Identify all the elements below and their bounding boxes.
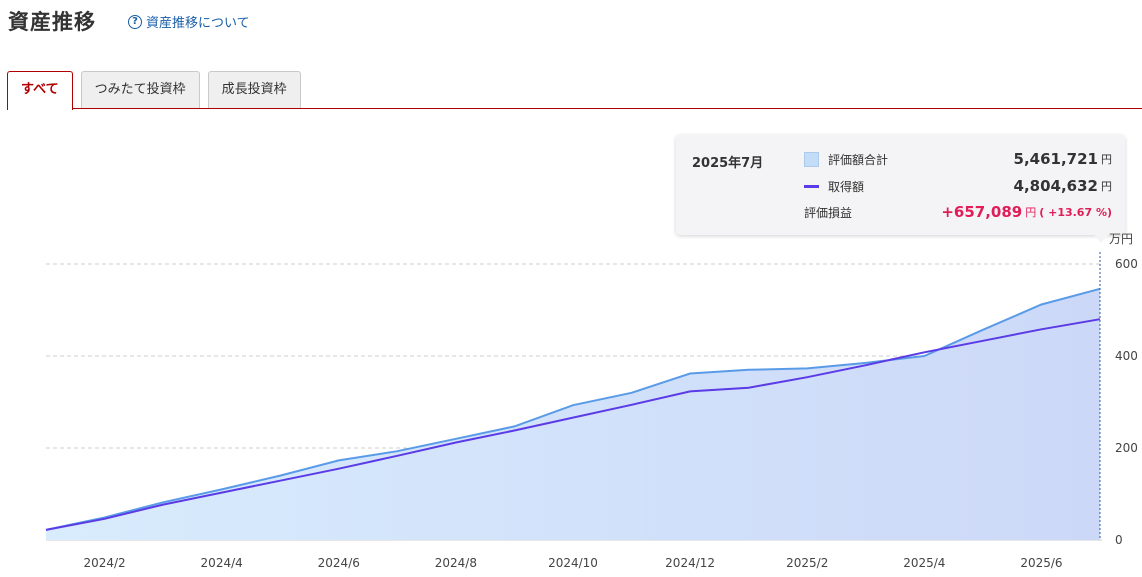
question-circle-icon: ? bbox=[128, 14, 142, 29]
page-title: 資産推移 bbox=[8, 10, 96, 34]
x-tick-label: 2024/10 bbox=[548, 556, 598, 570]
tooltip-month: 2025年7月 bbox=[692, 156, 764, 171]
y-tick-label: 200 bbox=[1115, 441, 1138, 455]
tooltip-row-gain: 評価損益 +657,089 円 ( +13.67 %) bbox=[804, 202, 1112, 222]
x-tick-label: 2024/4 bbox=[201, 556, 243, 570]
tooltip-label: 評価額合計 bbox=[828, 152, 889, 167]
x-tick-label: 2024/12 bbox=[665, 556, 715, 570]
x-axis: 2024/2 2024/4 2024/6 2024/8 2024/10 2024/12 20… bbox=[83, 556, 1062, 570]
y-tick-label: 400 bbox=[1115, 349, 1138, 363]
acquisition-legend-swatch bbox=[804, 184, 819, 188]
help-link-label: 資産推移について bbox=[146, 16, 250, 31]
tooltip-unit: 円 bbox=[1025, 206, 1037, 219]
x-tick-label: 2025/2 bbox=[786, 556, 828, 570]
tab-all[interactable]: すべて bbox=[7, 71, 73, 110]
y-axis: 0 200 400 600 bbox=[1115, 257, 1138, 547]
y-tick-label: 600 bbox=[1115, 257, 1138, 271]
tab-growth[interactable]: 成長投資枠 bbox=[207, 71, 301, 109]
tooltip-row-valuation: 評価額合計 5,461,721 円 bbox=[804, 149, 1112, 169]
x-tick-label: 2024/8 bbox=[435, 556, 477, 570]
tooltip-value: 4,804,632 bbox=[1013, 177, 1098, 195]
tooltip-gain-pct: ( +13.67 %) bbox=[1039, 205, 1112, 219]
tooltip-arrow bbox=[1094, 235, 1108, 243]
tab-bar: すべて つみたて投資枠 成長投資枠 bbox=[7, 71, 301, 110]
x-tick-label: 2024/6 bbox=[318, 556, 360, 570]
valuation-area bbox=[46, 288, 1100, 540]
y-tick-label: 0 bbox=[1115, 533, 1123, 547]
valuation-line bbox=[45, 287, 1101, 531]
chart-tooltip: 2025年7月 評価額合計 5,461,721 円 取得額 4,804,632 … bbox=[676, 135, 1125, 235]
x-tick-label: 2024/2 bbox=[83, 556, 125, 570]
x-tick-label: 2025/6 bbox=[1020, 556, 1062, 570]
valuation-legend-swatch bbox=[804, 151, 819, 167]
tooltip-unit: 円 bbox=[1101, 153, 1112, 166]
tooltip-label: 評価損益 bbox=[804, 205, 853, 220]
y-axis-unit: 万円 bbox=[1109, 232, 1133, 246]
tooltip-row-acquisition: 取得額 4,804,632 円 bbox=[804, 176, 1112, 196]
tooltip-value: 5,461,721 bbox=[1013, 150, 1098, 168]
tab-underline bbox=[7, 108, 1142, 109]
x-tick-label: 2025/4 bbox=[903, 556, 945, 570]
acquisition-line bbox=[45, 318, 1101, 531]
tooltip-label: 取得額 bbox=[828, 179, 865, 194]
tooltip-gain-value: +657,089 bbox=[941, 203, 1023, 221]
help-link[interactable]: ? 資産推移について bbox=[128, 12, 250, 31]
tooltip-unit: 円 bbox=[1101, 180, 1112, 193]
tab-tsumitate[interactable]: つみたて投資枠 bbox=[80, 71, 200, 109]
